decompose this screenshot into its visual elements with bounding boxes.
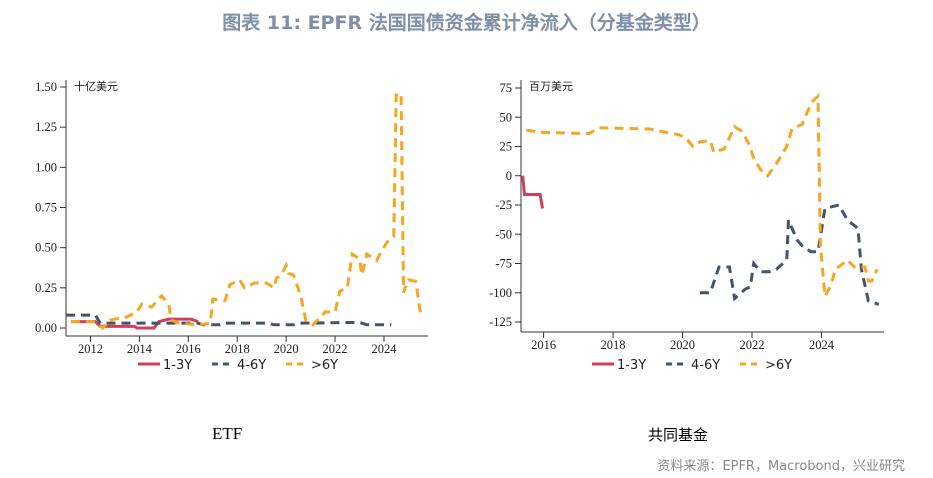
y-tick-label: 1.00 xyxy=(35,160,57,174)
x-tick-label: 2022 xyxy=(323,342,348,356)
y-tick-label: 0.25 xyxy=(35,281,57,295)
unit-label: 百万美元 xyxy=(529,80,573,93)
y-tick-label: 0.00 xyxy=(35,321,57,335)
x-tick-label: 2020 xyxy=(274,342,299,356)
source-note: 资料来源：EPFR，Macrobond，兴业研究 xyxy=(657,459,905,474)
x-tick-label: 2024 xyxy=(371,342,397,356)
x-tick-label: 2018 xyxy=(601,338,626,352)
mutual-fund-subtitle: 共同基金 xyxy=(648,426,709,444)
series-line->6Y xyxy=(70,91,423,331)
x-tick-label: 2020 xyxy=(670,338,695,352)
y-tick-label: 0.75 xyxy=(35,201,57,215)
y-tick-label: 1.25 xyxy=(35,120,57,134)
y-tick-label: -50 xyxy=(495,227,512,241)
etf-subtitle: ETF xyxy=(212,424,243,443)
x-tick-label: 2016 xyxy=(176,342,201,356)
x-tick-label: 2022 xyxy=(740,338,765,352)
x-tick-label: 2018 xyxy=(225,342,250,356)
x-tick-label: 2016 xyxy=(531,338,556,352)
y-tick-label: 75 xyxy=(500,81,513,95)
chart-1: -125 -100 -75 -50 -25 0 25 50 75 2016 2018 2020 2022… xyxy=(489,80,884,373)
y-tick-label: -75 xyxy=(495,257,512,271)
y-tick-label: -100 xyxy=(489,286,512,300)
legend-label: 1-3Y xyxy=(617,358,646,373)
chart-0: 0.00 0.25 0.50 0.75 1.00 1.25 1.50 2012 2014 2016… xyxy=(35,79,428,373)
y-tick-label: -25 xyxy=(495,198,512,212)
y-tick-label: 0 xyxy=(506,169,512,183)
y-tick-label: 1.50 xyxy=(35,80,57,94)
legend-label: 4-6Y xyxy=(237,358,266,373)
figure-title: 图表 11: EPFR 法国国债资金累计净流入（分基金类型） xyxy=(222,12,711,34)
x-tick-label: 2012 xyxy=(78,342,103,356)
unit-label: 十亿美元 xyxy=(74,79,118,93)
legend-label: >6Y xyxy=(765,358,792,373)
series-line-4-6Y xyxy=(66,313,392,327)
x-tick-label: 2014 xyxy=(127,342,153,356)
series-line-1-3Y xyxy=(521,175,545,209)
legend-label: 4-6Y xyxy=(691,358,720,373)
series-line-1-3Y xyxy=(70,317,199,330)
legend-label: 1-3Y xyxy=(163,358,192,373)
y-tick-label: 25 xyxy=(500,140,513,154)
legend-label: >6Y xyxy=(311,358,338,373)
y-tick-label: 0.50 xyxy=(35,241,57,255)
x-tick-label: 2024 xyxy=(809,338,835,352)
y-tick-label: -125 xyxy=(489,315,512,329)
y-tick-label: 50 xyxy=(500,110,513,124)
series-line-4-6Y xyxy=(699,203,880,306)
series-line->6Y xyxy=(526,92,879,302)
